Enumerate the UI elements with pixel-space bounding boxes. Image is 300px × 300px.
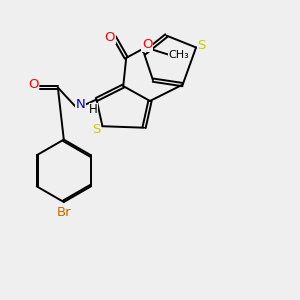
Text: O: O [28, 78, 39, 91]
Text: O: O [105, 31, 115, 44]
Text: H: H [89, 103, 98, 116]
Text: CH₃: CH₃ [169, 50, 189, 60]
Text: Br: Br [56, 206, 71, 219]
Text: N: N [76, 98, 86, 111]
Text: O: O [142, 38, 152, 51]
Text: S: S [92, 123, 100, 136]
Text: S: S [197, 40, 206, 52]
